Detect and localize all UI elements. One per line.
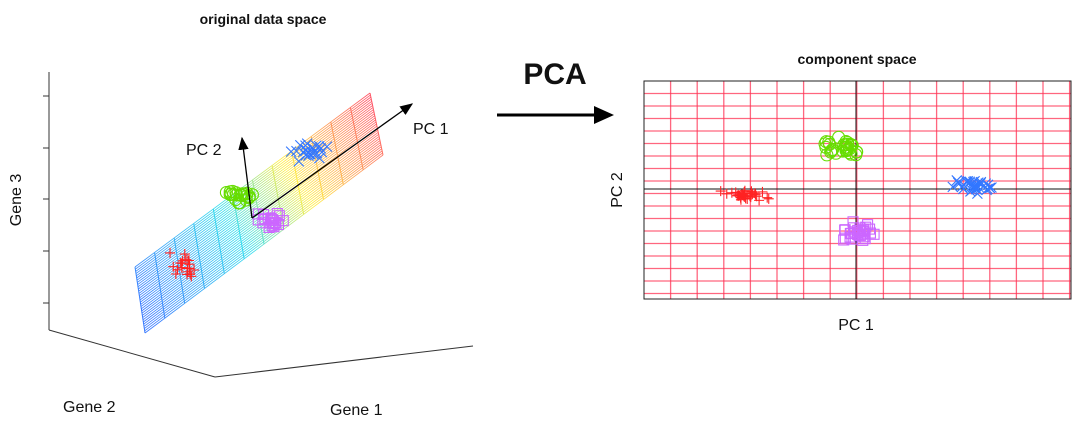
plane-grid-line [330, 121, 344, 185]
point-circle [824, 144, 838, 158]
point-circle [820, 148, 834, 162]
plot-frame [643, 80, 1072, 300]
plane-grid-line [134, 266, 146, 334]
point-plus [721, 188, 732, 199]
point-plus [740, 193, 751, 204]
point-plus [763, 193, 774, 204]
point-square [844, 231, 856, 243]
left-panel-title: original data space [200, 11, 327, 27]
right-panel-title: component space [797, 51, 916, 67]
point-square [851, 227, 863, 239]
point-cross [300, 149, 312, 161]
point-plus [170, 269, 181, 280]
gene3-axis-label: Gene 3 [8, 174, 25, 227]
component-grid [644, 81, 1071, 299]
point-cross [301, 138, 313, 150]
pc1-vector [251, 103, 414, 219]
point-plus [185, 269, 196, 280]
point-circle [219, 185, 233, 200]
point-cross [303, 148, 315, 160]
point-plus [735, 194, 746, 205]
point-plus [745, 190, 756, 201]
point-plus [177, 255, 188, 266]
point-square [864, 227, 876, 239]
point-cross [947, 181, 959, 193]
point-cross [285, 146, 297, 158]
point-square [264, 217, 276, 229]
plane-grid-line [349, 107, 364, 170]
right-arrow-icon [497, 106, 614, 124]
point-plus [179, 249, 190, 260]
point-plus [165, 247, 176, 258]
point-circle [232, 196, 246, 210]
point-plus [757, 186, 768, 197]
point-circle [839, 144, 853, 158]
y-axis-label: PC 2 [609, 172, 626, 208]
point-circle [823, 137, 837, 151]
left-scatter-points [165, 138, 333, 282]
plane-grid-line [291, 150, 305, 215]
pc2-vector [238, 136, 253, 219]
point-cross [980, 178, 992, 189]
point-plus [168, 261, 179, 272]
point-circle [841, 135, 855, 150]
point-circle [242, 189, 256, 204]
x-axis-label: PC 1 [838, 317, 874, 334]
point-cross [291, 145, 302, 157]
pc2-vector-label: PC 2 [186, 142, 222, 159]
point-cross [951, 175, 963, 186]
point-plus [175, 257, 186, 268]
point-plus [715, 186, 726, 197]
point-plus [734, 190, 745, 201]
point-plus [182, 263, 193, 274]
pc1-vector-label: PC 1 [413, 121, 449, 138]
plane-grid-line [173, 237, 186, 304]
point-cross [294, 139, 306, 151]
plane-grid-line [369, 92, 384, 156]
point-circle [235, 188, 249, 202]
point-plus [186, 271, 197, 282]
point-plus [762, 192, 773, 203]
point-plus [739, 188, 750, 199]
plane-grid-line [154, 252, 166, 319]
axes-3d [43, 72, 474, 378]
gene2-axis-label: Gene 2 [63, 399, 116, 416]
point-cross [964, 176, 976, 188]
point-plus [746, 186, 757, 197]
point-cross [966, 184, 978, 196]
point-cross [975, 177, 986, 189]
point-cross [986, 182, 997, 193]
point-cross [316, 146, 328, 158]
pca-label: PCA [523, 58, 586, 91]
point-square [864, 223, 876, 235]
plane-grid-line [193, 223, 205, 289]
point-circle [229, 188, 244, 202]
point-cross [293, 155, 305, 167]
plane-grid-line [212, 208, 225, 274]
gene1-axis-label: Gene 1 [330, 402, 383, 419]
right-scatter-points [715, 130, 997, 246]
point-plus [754, 195, 765, 206]
